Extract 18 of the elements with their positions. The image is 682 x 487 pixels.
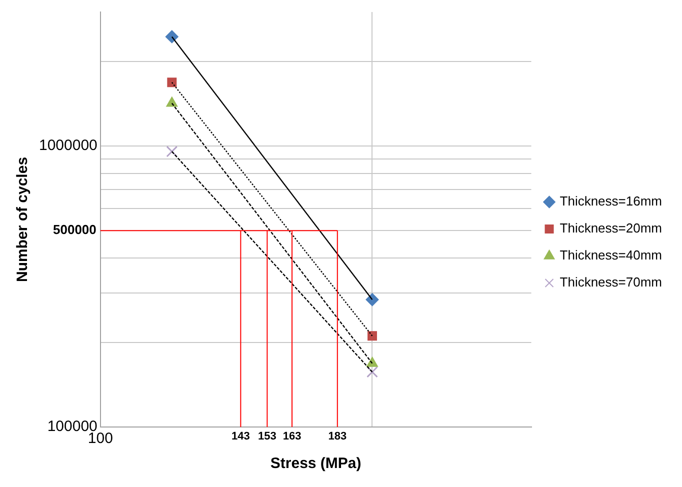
x-tick-label: 153	[258, 430, 276, 443]
point	[167, 78, 177, 88]
x-axis-title: Stress (MPa)	[270, 455, 362, 472]
legend-label: Thickness=20mm	[560, 220, 662, 236]
point	[165, 30, 178, 44]
x-tick-label: 183	[328, 430, 347, 443]
point	[366, 366, 378, 378]
legend-label: Thickness=70mm	[560, 274, 662, 290]
legend-label: Thickness=16mm	[560, 194, 662, 209]
x-tick-label: 163	[282, 430, 302, 443]
y-axis-title: Number of cycles	[14, 156, 32, 282]
point	[166, 146, 178, 158]
x-tick-label: 143	[231, 430, 250, 443]
point	[368, 331, 377, 341]
legend-label: Thickness=40mm	[560, 248, 662, 263]
y-tick-label: 1000000	[38, 137, 98, 154]
point	[366, 293, 379, 306]
ref-line-label: 500000	[53, 222, 96, 238]
